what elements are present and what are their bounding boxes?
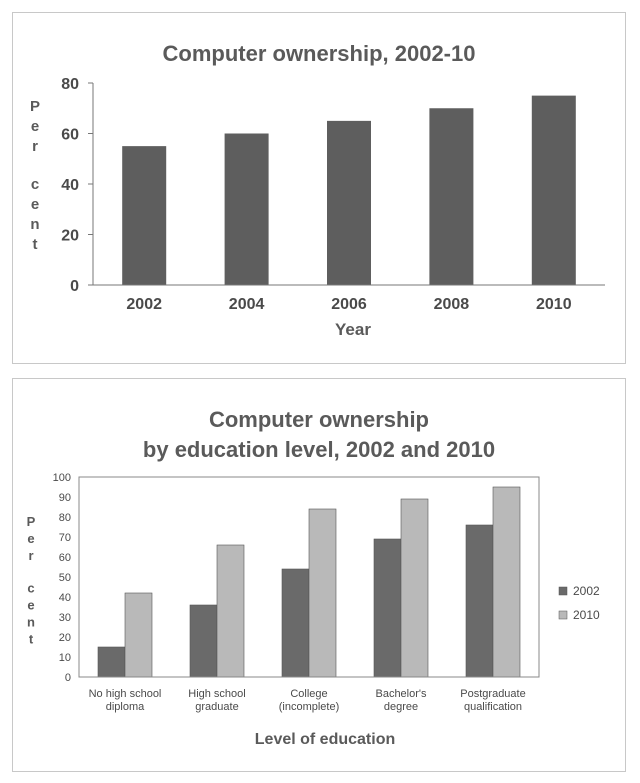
y-tick-label: 80	[59, 512, 71, 524]
x-tick-label: High school	[188, 688, 245, 700]
y-axis-label-letter: t	[33, 236, 38, 253]
x-tick-label: 2004	[229, 296, 265, 313]
x-tick-label: College	[290, 688, 327, 700]
y-axis-label-letter: e	[31, 196, 39, 213]
bar-2002-1	[189, 604, 218, 678]
y-axis-ticks: 0 10 20 30 40 50 60 70 80 90 100	[53, 472, 71, 684]
y-tick-label: 90	[59, 492, 71, 504]
chart-title: Computer ownership, 2002-10	[163, 41, 476, 66]
y-tick-label: 40	[59, 592, 71, 604]
axes	[92, 83, 605, 286]
bar-2010-0	[124, 592, 153, 678]
y-tick-label: 20	[61, 228, 79, 245]
x-tick-label: No high school	[89, 688, 162, 700]
y-tick-label: 60	[59, 552, 71, 564]
y-axis-label-letter: P	[30, 98, 40, 115]
x-axis-label: Year	[335, 320, 371, 339]
bar-2006	[327, 120, 371, 285]
x-tick-label: Bachelor's	[375, 688, 427, 700]
plot-frame	[78, 476, 540, 678]
legend: 2002 2010	[558, 584, 600, 622]
bars	[97, 486, 521, 678]
bar-2010-4	[492, 486, 521, 678]
bar-2010	[531, 95, 576, 285]
y-tick-label: 50	[59, 572, 71, 584]
y-tick-label: 40	[61, 177, 79, 194]
y-tick-label: 30	[59, 612, 71, 624]
x-tick-label: 2008	[434, 296, 470, 313]
bar-2002-2	[281, 568, 310, 678]
x-axis-label: Level of education	[255, 731, 395, 748]
y-axis-label-letter: e	[27, 531, 34, 546]
x-tick-label: Postgraduate	[460, 688, 525, 700]
bar-2002-3	[373, 538, 402, 678]
y-tick-label: 80	[61, 76, 79, 93]
bar-2002-0	[97, 646, 126, 678]
y-axis-label-letter: P	[27, 514, 36, 529]
bar-2004	[224, 133, 269, 285]
x-tick-label: diploma	[106, 701, 145, 713]
y-axis-label-letter: r	[32, 138, 38, 155]
x-tick-label: graduate	[195, 701, 238, 713]
y-tick-label: 20	[59, 632, 71, 644]
y-tick-label: 70	[59, 532, 71, 544]
bar-2002	[122, 146, 167, 285]
x-tick-label: 2010	[536, 296, 572, 313]
y-axis-label-letter: e	[31, 118, 39, 135]
y-tick-label: 60	[61, 127, 79, 144]
y-tick-label: 10	[59, 652, 71, 664]
y-tick-label: 0	[65, 672, 71, 684]
legend-swatch-2010	[558, 610, 568, 620]
x-tick-label: (incomplete)	[279, 701, 340, 713]
chart-title-line-1: Computer ownership	[209, 407, 429, 432]
bar-2010-3	[400, 498, 429, 678]
x-tick-label: 2002	[126, 296, 162, 313]
bar-2008	[429, 108, 474, 285]
axes	[78, 476, 540, 678]
x-axis-ticks: 2002 2004 2006 2008 2010	[126, 296, 571, 313]
bars	[122, 95, 576, 285]
y-axis-label-letter: n	[30, 216, 39, 233]
legend-swatch-2002	[558, 586, 568, 596]
y-axis-ticks: 0 20 40 60 80	[61, 76, 93, 295]
y-tick-label: 100	[53, 472, 71, 484]
y-axis-label-letter: t	[29, 631, 34, 646]
y-axis-label-letter: c	[31, 176, 39, 193]
x-tick-label: 2006	[331, 296, 367, 313]
x-tick-label: degree	[384, 701, 418, 713]
bar-2002-4	[465, 524, 494, 678]
y-axis-label-letter: c	[27, 580, 34, 595]
education-chart: Computer ownership by education level, 2…	[27, 407, 600, 748]
x-tick-label: qualification	[464, 701, 522, 713]
chart-panel-education: Computer ownership by education level, 2…	[12, 378, 626, 772]
legend-label-2010: 2010	[573, 608, 600, 622]
chart-title-line-2: by education level, 2002 and 2010	[143, 437, 495, 462]
legend-label-2002: 2002	[573, 584, 600, 598]
y-axis-label-letter: n	[27, 614, 35, 629]
y-axis-label-letter: e	[27, 597, 34, 612]
y-tick-label: 0	[70, 278, 79, 295]
bar-2010-1	[216, 544, 245, 678]
y-axis-label-letter: r	[28, 548, 33, 563]
bar-2010-2	[308, 508, 337, 678]
